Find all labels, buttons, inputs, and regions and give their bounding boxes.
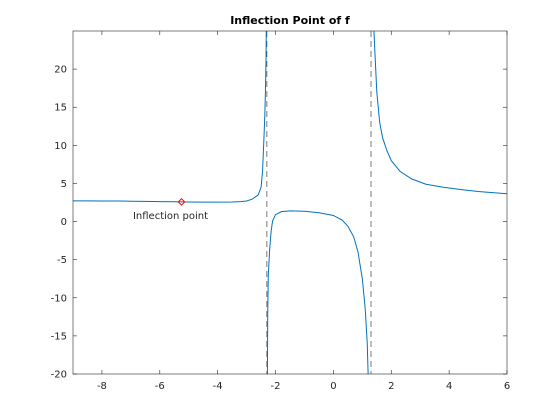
y-tick-label: -5	[57, 255, 67, 266]
y-tick-label: 10	[54, 141, 67, 152]
x-tick-label: 6	[504, 381, 510, 392]
plot-area: -8 -6 -4 -2 0 2 4 6-20-15-10-505101520Inflectio…	[51, 30, 510, 392]
series-line	[266, 210, 369, 374]
inflection-point-marker	[177, 197, 186, 206]
x-tick-label: -6	[155, 381, 165, 392]
series-line	[73, 31, 267, 203]
x-tick-label: -4	[213, 381, 223, 392]
chart-title: Inflection Point of f	[230, 14, 350, 27]
x-tick-label: 2	[388, 381, 394, 392]
x-tick-label: 0	[330, 381, 336, 392]
y-tick-label: 5	[61, 179, 67, 190]
series-line	[373, 31, 507, 195]
axes-box	[72, 30, 508, 375]
y-tick-label: 15	[54, 103, 67, 114]
x-tick-label: -8	[97, 381, 107, 392]
x-tick-label: -2	[271, 381, 281, 392]
y-tick-label: 0	[61, 217, 67, 228]
y-tick-label: -10	[51, 293, 67, 304]
y-tick-label: -15	[51, 331, 67, 342]
inflection-point-label: Inflection point	[133, 211, 208, 222]
y-tick-label: -20	[51, 370, 67, 381]
y-tick-label: 20	[54, 65, 67, 76]
x-tick-label: 4	[446, 381, 452, 392]
